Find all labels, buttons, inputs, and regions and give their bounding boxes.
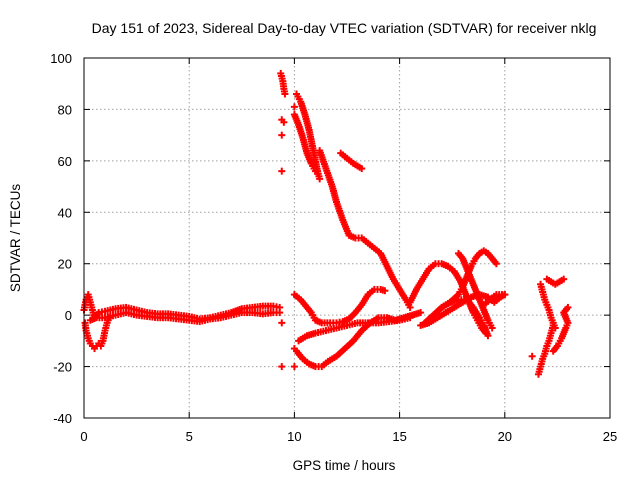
y-tick-label: 40 bbox=[58, 205, 72, 220]
y-tick-label: 0 bbox=[65, 308, 72, 323]
y-tick-label: 20 bbox=[58, 257, 72, 272]
x-tick-label: 20 bbox=[498, 429, 512, 444]
data-point bbox=[290, 363, 298, 371]
data-point bbox=[278, 363, 286, 371]
data-point bbox=[280, 118, 288, 126]
y-tick-label: -40 bbox=[53, 411, 72, 426]
data-point bbox=[488, 324, 496, 332]
data-point bbox=[281, 90, 289, 98]
data-point bbox=[358, 165, 366, 173]
y-tick-label: 80 bbox=[58, 102, 72, 117]
data-point bbox=[501, 291, 509, 299]
x-axis-label: GPS time / hours bbox=[293, 458, 396, 473]
data-point bbox=[528, 352, 536, 360]
data-point bbox=[484, 332, 492, 340]
data-point bbox=[278, 131, 286, 139]
data-point bbox=[564, 303, 572, 311]
axis-ticks: 0 5 10 15 20 25 -40 -20 0 20 40 60 80 100 bbox=[50, 51, 617, 444]
x-tick-label: 0 bbox=[80, 429, 87, 444]
data-point bbox=[278, 167, 286, 175]
grid bbox=[84, 58, 610, 418]
x-tick-label: 25 bbox=[603, 429, 617, 444]
data-point bbox=[290, 103, 298, 111]
x-tick-label: 10 bbox=[287, 429, 301, 444]
data-point bbox=[276, 309, 284, 317]
y-tick-label: 60 bbox=[58, 154, 72, 169]
data-point bbox=[560, 275, 568, 283]
plot-frame bbox=[83, 57, 611, 419]
data-point bbox=[381, 287, 389, 295]
y-axis-label: SDTVAR / TECUs bbox=[8, 184, 23, 293]
data-point bbox=[316, 175, 324, 183]
data-point bbox=[314, 170, 322, 178]
data-points bbox=[80, 69, 572, 378]
x-tick-label: 5 bbox=[186, 429, 193, 444]
data-point bbox=[278, 319, 286, 327]
data-point bbox=[492, 260, 500, 268]
y-tick-label: -20 bbox=[53, 360, 72, 375]
chart-title: Day 151 of 2023, Sidereal Day-to-day VTE… bbox=[92, 20, 597, 36]
x-tick-label: 15 bbox=[392, 429, 406, 444]
data-point bbox=[549, 321, 557, 329]
data-point bbox=[406, 314, 414, 322]
y-tick-label: 100 bbox=[50, 51, 72, 66]
data-point bbox=[417, 309, 425, 317]
